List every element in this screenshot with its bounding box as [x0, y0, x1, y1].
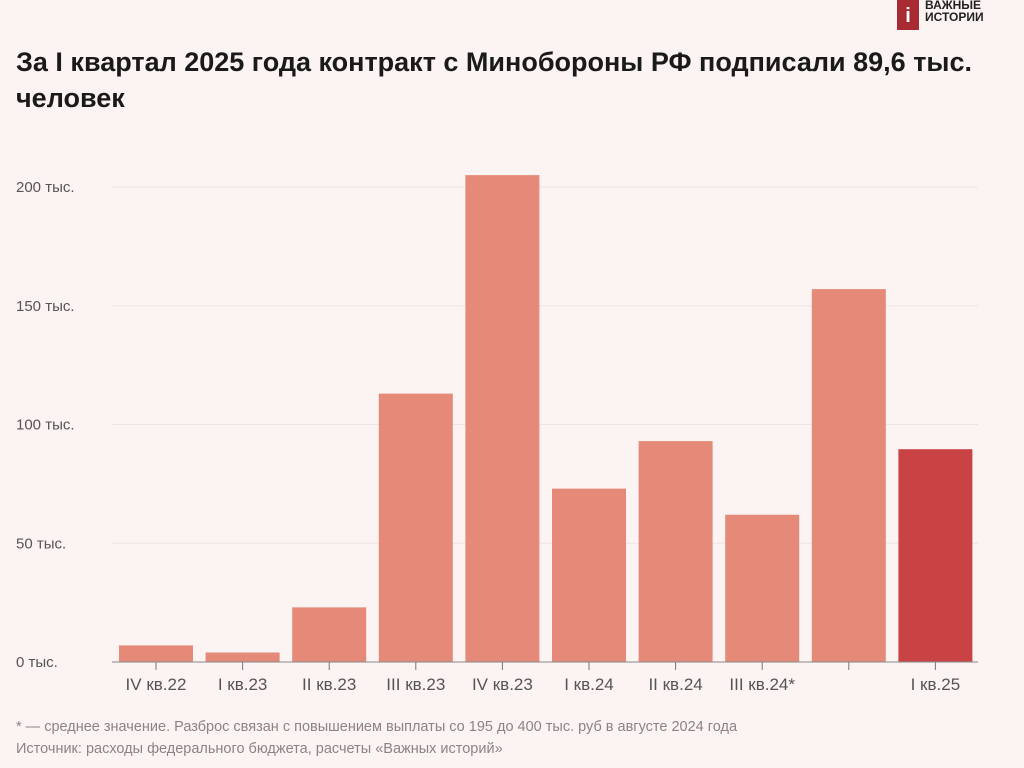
footnote: * — среднее значение. Разброс связан с п… [16, 719, 738, 735]
x-tick-label: I кв.24 [564, 675, 614, 694]
logo-line2: ИСТОРИИ [925, 10, 984, 24]
logo: i ВАЖНЫЕ ИСТОРИИ [897, 0, 984, 30]
bar [292, 607, 367, 662]
x-tick-label: II кв.24 [648, 675, 702, 694]
bar [552, 488, 626, 662]
x-tick-label: II кв.23 [302, 675, 356, 694]
y-tick-label: 150 тыс. [16, 298, 75, 315]
bar [811, 289, 886, 662]
y-tick-label: 50 тыс. [16, 535, 66, 552]
x-tick-label: IV кв.22 [126, 675, 187, 694]
x-tick-label: I кв.25 [911, 675, 961, 694]
x-tick-label: IV кв.23 [472, 675, 533, 694]
logo-mark: i [897, 0, 919, 30]
source-note: Источник: расходы федерального бюджета, … [16, 741, 503, 757]
y-tick-label: 200 тыс. [16, 179, 75, 196]
bar [205, 652, 280, 662]
bar [465, 175, 540, 662]
bar [898, 449, 973, 662]
y-tick-label: 100 тыс. [16, 417, 75, 434]
bar [638, 441, 713, 662]
y-tick-label: 0 тыс. [16, 654, 58, 671]
logo-text: ВАЖНЫЕ ИСТОРИИ [925, 0, 984, 23]
chart-title: За I квартал 2025 года контракт с Минобо… [16, 47, 972, 113]
logo-line1: ВАЖНЫЕ [925, 0, 981, 12]
bar [725, 514, 800, 662]
x-tick-label: I кв.23 [218, 675, 268, 694]
bar [119, 645, 193, 662]
x-tick-label: III кв.23 [386, 675, 445, 694]
x-tick-label: III кв.24* [729, 675, 795, 694]
bar [378, 393, 453, 662]
